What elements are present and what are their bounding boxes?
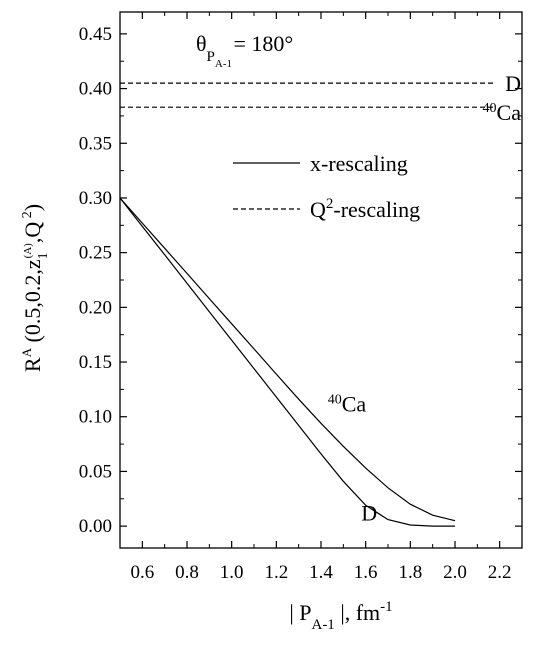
curve-label-0: 40Ca [328,391,367,416]
y-axis-title: RA (0.5,0.2,z1(A),Q 2) [19,204,51,372]
x-tick-label-2: 1.0 [220,562,244,583]
y-title-sup-2: 2 [20,211,35,222]
series-line-1 [119,197,456,522]
x-tick-label-8: 2.2 [488,562,512,583]
plot-frame [119,11,523,549]
y-tick-label-3: 0.15 [79,352,112,373]
right-label-1: 40Ca [483,100,522,125]
y-title-sup-a: A [19,347,34,357]
y-title-sup-a2: (A) [22,243,34,259]
curve-label-sup-0: 40 [328,392,342,407]
right-label-0: D [505,71,521,96]
y-tick-label-6: 0.30 [79,188,112,209]
y-title-post: ,Q [20,222,45,244]
theta-annotation: θPA-1 = 180° [196,31,293,70]
x-tick-label-0: 0.6 [130,562,154,583]
x-title-pre: | P [289,600,311,625]
x-axis-title: | PA-1 |, fm-1 [289,599,392,633]
legend-main-0: x-rescaling [310,151,408,176]
x-tick-label-1: 0.8 [175,562,199,583]
y-title-pre: R [20,357,45,372]
series-line-0 [119,197,455,527]
plot-layer: 0.6 0.8 1.0 1.2 1.4 1.6 1.8 2.0 2.2 0.00 0.05 0.10 0… [19,11,523,633]
curve-label-text-1: D [361,501,377,526]
theta-value: = 180° [228,31,293,56]
legend-rest-1: -rescaling [333,197,420,222]
y-tick-label-2: 0.10 [79,407,112,428]
y-tick-label-5: 0.25 [79,243,112,264]
curve-label-1: D [361,501,377,526]
x-title-sub: A-1 [311,617,334,633]
curve-label-text-0: Ca [342,391,367,416]
x-title-sup: -1 [380,599,393,615]
legend-sup-1: 2 [326,196,334,212]
right-label-sup-1: 40 [483,101,497,116]
x-title-mid: |, fm [335,600,380,625]
theta-symbol: θ [196,31,207,56]
right-label-text-0: D [505,71,521,96]
x-tick-label-6: 1.8 [398,562,422,583]
y-tick-label-1: 0.05 [79,461,112,482]
legend-main-1: Q [310,197,326,222]
y-tick-label-7: 0.35 [79,133,112,154]
y-tick-label-8: 0.40 [79,79,112,100]
y-tick-label-4: 0.20 [79,297,112,318]
y-title-mid: (0.5,0.2,z [20,259,45,348]
y-title-sub-1: 1 [36,252,51,259]
y-title-close: ) [20,204,45,211]
theta-subsub: A-1 [215,58,232,70]
x-tick-label-7: 2.0 [443,562,467,583]
theta-sub: P [207,49,215,65]
x-tick-label-5: 1.6 [354,562,378,583]
y-axis-title-group: RA (0.5,0.2,z1(A),Q 2) [19,204,51,372]
right-label-text-1: Ca [497,100,522,125]
legend-label-1: Q2-rescaling [310,196,420,222]
legend-label-0: x-rescaling [310,151,408,176]
y-tick-label-0: 0.00 [79,516,112,537]
y-tick-label-9: 0.45 [79,24,112,45]
x-tick-label-3: 1.2 [264,562,288,583]
x-tick-label-4: 1.4 [309,562,333,583]
